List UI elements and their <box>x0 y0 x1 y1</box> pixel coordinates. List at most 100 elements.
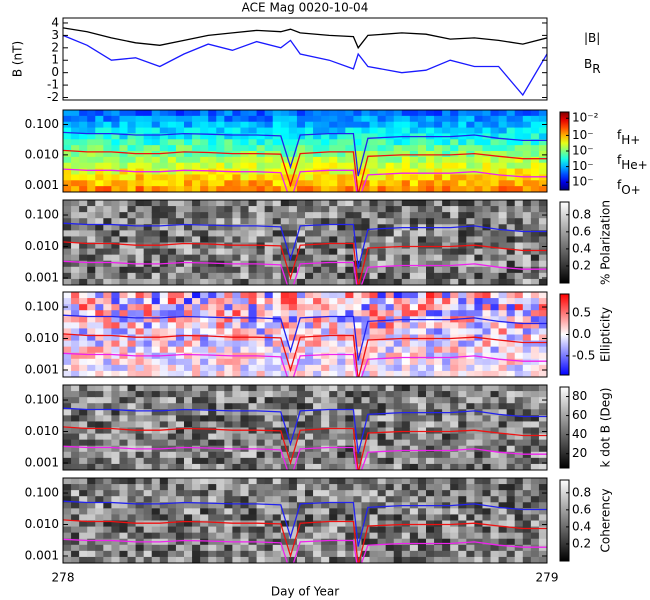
spectrogram-cell <box>240 550 250 558</box>
spectrogram-cell <box>71 427 80 435</box>
spectrogram-cell <box>272 385 282 392</box>
spectrogram-cell <box>216 218 225 225</box>
spectrogram-cell <box>288 139 298 146</box>
spectrogram-cell <box>514 310 524 317</box>
spectrogram-cell <box>361 385 371 392</box>
spectrogram-cell <box>522 538 532 546</box>
spectrogram-cell <box>71 403 80 410</box>
spectrogram-cell <box>296 403 306 410</box>
spectrogram-cell <box>288 391 298 398</box>
spectrogram-cell <box>79 260 88 268</box>
spectrogram-cell <box>264 162 274 170</box>
spectrogram-cell <box>442 346 451 354</box>
spectrogram-cell <box>401 415 411 422</box>
spectrogram-cell <box>288 334 298 342</box>
spectrogram-cell <box>248 145 258 152</box>
spectrogram-cell <box>345 451 354 459</box>
spectrogram-cell <box>538 364 547 372</box>
spectrogram-cell <box>337 139 346 146</box>
spectrogram-cell <box>385 346 395 354</box>
spectrogram-cell <box>135 358 145 366</box>
spectrogram-cell <box>159 298 169 305</box>
spectrogram-cell <box>296 133 306 140</box>
spectrogram-cell <box>296 457 306 465</box>
spectrogram-cell <box>345 121 354 129</box>
spectrogram-cell <box>151 186 161 192</box>
spectrogram-cell <box>458 266 467 274</box>
spectrogram-cell <box>111 316 120 323</box>
spectrogram-cell <box>353 298 362 305</box>
spectrogram-cell <box>393 304 403 311</box>
spectrogram-cell <box>87 151 96 158</box>
spectrogram-cell <box>353 292 362 299</box>
spectrogram-cell <box>79 334 88 342</box>
spectrogram-cell <box>305 457 314 465</box>
spectrogram-cell <box>95 340 104 348</box>
panel <box>63 27 547 97</box>
spectrogram-cell <box>232 310 241 317</box>
spectrogram-cell <box>530 409 540 416</box>
spectrogram-cell <box>305 110 314 117</box>
spectrogram-cell <box>514 445 524 453</box>
spectrogram-cell <box>240 121 250 129</box>
spectrogram-cell <box>506 478 516 485</box>
spectrogram-cell <box>466 133 475 140</box>
spectrogram-cell <box>111 484 120 491</box>
spectrogram-cell <box>417 110 427 117</box>
spectrogram-cell <box>385 532 395 540</box>
spectrogram-cell <box>79 451 88 459</box>
spectrogram-cell <box>514 544 524 552</box>
spectrogram-cell <box>175 538 185 546</box>
spectrogram-cell <box>393 520 403 528</box>
colorbar-tick-label: 10⁻ <box>572 144 594 158</box>
spectrogram-cell <box>329 292 338 299</box>
spectrogram-cell <box>385 358 395 366</box>
spectrogram-cell <box>103 266 112 274</box>
spectrogram-cell <box>216 556 225 563</box>
spectrogram-cell <box>369 457 379 465</box>
spectrogram-cell <box>401 514 411 521</box>
spectrogram-cell <box>119 328 129 335</box>
spectrogram-cell <box>208 478 217 485</box>
spectrogram-cell <box>208 139 217 146</box>
spectrogram-cell <box>506 496 516 503</box>
spectrogram-cell <box>200 156 209 164</box>
y-tick-label: 1 <box>51 53 59 67</box>
spectrogram-cell <box>135 162 145 170</box>
spectrogram-cell <box>393 292 403 299</box>
spectrogram-cell <box>95 139 104 146</box>
spectrogram-cell <box>159 139 169 146</box>
spectrogram-cell <box>482 254 492 262</box>
spectrogram-cell <box>345 427 354 435</box>
spectrogram-cell <box>272 508 282 515</box>
spectrogram-cell <box>409 218 419 225</box>
spectrogram-cell <box>296 224 306 231</box>
spectrogram-cell <box>482 278 492 285</box>
spectrogram-cell <box>337 385 346 392</box>
spectrogram-cell <box>232 156 241 164</box>
spectrogram-cell <box>167 304 177 311</box>
spectrogram-cell <box>522 110 532 117</box>
spectrogram-cell <box>103 316 112 323</box>
spectrogram-cell <box>498 121 508 129</box>
spectrogram-cell <box>175 439 185 447</box>
spectrogram-cell <box>305 292 314 299</box>
spectrogram-cell <box>417 236 427 243</box>
spectrogram-cell <box>200 352 209 360</box>
spectrogram-cell <box>79 415 88 422</box>
spectrogram-cell <box>522 218 532 225</box>
spectrogram-cell <box>280 508 290 515</box>
spectrogram-cell <box>71 133 80 140</box>
spectrogram-cell <box>514 322 524 329</box>
spectrogram-cell <box>256 370 266 377</box>
spectrogram-cell <box>208 242 217 250</box>
spectrogram-cell <box>288 230 298 237</box>
spectrogram-cell <box>240 230 250 237</box>
spectrogram-cell <box>208 254 217 262</box>
spectrogram-cell <box>466 212 475 219</box>
legend-subscript: He+ <box>621 158 647 172</box>
spectrogram-cell <box>103 514 112 521</box>
spectrogram-cell <box>530 526 540 534</box>
spectrogram-cell <box>329 520 338 528</box>
spectrogram-cell <box>409 162 419 170</box>
